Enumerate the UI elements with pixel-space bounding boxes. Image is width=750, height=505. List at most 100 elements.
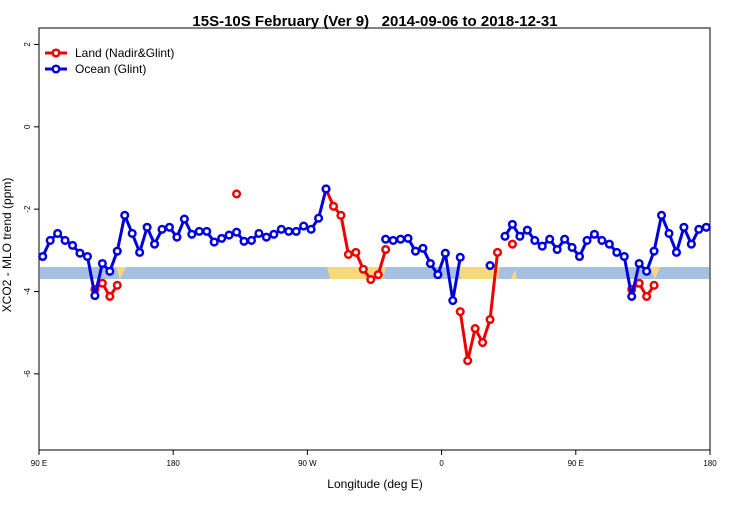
data-point (388, 235, 398, 245)
data-point (500, 231, 510, 241)
data-point (351, 247, 361, 257)
data-point (75, 248, 85, 258)
data-point (299, 221, 309, 231)
data-point (112, 280, 122, 290)
data-point (701, 222, 711, 232)
data-point (157, 224, 167, 234)
data-point (560, 234, 570, 244)
data-point (656, 210, 667, 220)
data-point (366, 275, 376, 285)
data-point (232, 227, 242, 237)
data-point (97, 258, 107, 269)
data-point (82, 251, 93, 262)
x-tick-label: 90 E (31, 459, 47, 468)
x-tick-label: 0 (439, 459, 444, 468)
data-point (381, 244, 391, 255)
x-tick-label: 90 E (568, 459, 584, 468)
data-point (142, 222, 152, 232)
data-point (463, 356, 473, 366)
data-point (105, 291, 115, 301)
data-point (604, 239, 614, 249)
data-point (97, 278, 107, 288)
data-point (358, 264, 368, 274)
data-point (291, 226, 301, 236)
data-point (567, 242, 577, 252)
data-point (634, 258, 644, 269)
legend-label: Ocean (Glint) (75, 62, 146, 76)
data-point (187, 229, 197, 239)
data-point (403, 233, 413, 243)
y-tick-label: -6 (23, 370, 32, 378)
legend-marker (51, 48, 61, 58)
data-point (507, 239, 517, 249)
data-point (634, 278, 644, 288)
data-point (209, 237, 219, 247)
data-point (254, 228, 264, 238)
x-tick-label: 180 (703, 459, 717, 468)
data-point (455, 252, 465, 262)
x-tick-label: 90 W (298, 459, 317, 468)
data-point (164, 222, 175, 232)
land-band (116, 267, 126, 279)
data-point (232, 189, 242, 199)
data-point (642, 291, 652, 301)
data-point (306, 224, 316, 234)
data-point (612, 247, 622, 257)
data-point (276, 224, 286, 234)
data-point (448, 296, 458, 306)
y-tick-label: 2 (23, 42, 32, 47)
data-point (45, 235, 55, 245)
y-tick-label: -2 (23, 205, 32, 213)
data-point (485, 314, 495, 325)
data-point (574, 251, 585, 262)
data-point (150, 239, 160, 249)
data-point (440, 248, 450, 258)
data-point (239, 236, 249, 246)
data-point (492, 247, 503, 257)
data-point (381, 234, 391, 244)
data-point (321, 184, 331, 194)
data-point (582, 235, 592, 245)
data-point (649, 280, 659, 290)
data-point (284, 226, 294, 236)
legend: Land (Nadir&Glint) Ocean (Glint) (45, 46, 174, 76)
data-point (679, 222, 689, 232)
data-point (105, 266, 115, 276)
data-point (597, 235, 607, 245)
land-band (511, 270, 517, 279)
data-point (530, 235, 540, 245)
data-point (343, 249, 353, 259)
data-point (224, 230, 234, 240)
x-axis-label: Longitude (deg E) (327, 477, 422, 491)
y-tick-label: -4 (23, 287, 32, 295)
data-point (194, 226, 204, 236)
data-point (328, 201, 339, 211)
data-point (522, 225, 532, 235)
data-point (112, 246, 122, 256)
data-point (202, 226, 212, 236)
data-point (410, 246, 421, 256)
data-point (664, 228, 674, 238)
legend-label: Land (Nadir&Glint) (75, 46, 174, 60)
y-tick-label: 0 (23, 124, 32, 129)
data-point (627, 291, 637, 301)
data-point (60, 235, 70, 245)
data-point (396, 234, 406, 244)
data-point (135, 247, 145, 257)
data-point (642, 266, 652, 276)
data-point (515, 231, 525, 241)
data-point (537, 241, 547, 251)
chart-title: 15S-10S February (Ver 9) 2014-09-06 to 2… (192, 13, 557, 30)
data-point (686, 239, 696, 249)
land-band (650, 267, 660, 279)
data-point (314, 213, 324, 223)
data-point (261, 232, 271, 242)
data-point (545, 234, 555, 244)
data-point (455, 307, 465, 317)
data-point (478, 337, 488, 348)
data-point (336, 210, 346, 220)
data-point (694, 224, 704, 234)
x-tick-label: 180 (167, 459, 181, 468)
